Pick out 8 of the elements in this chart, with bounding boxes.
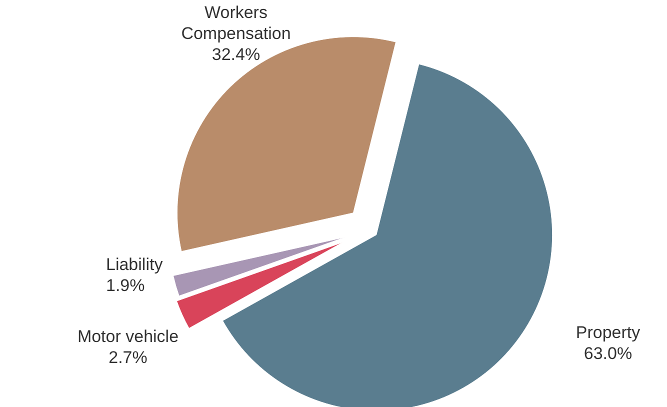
data-label: 63.0% [584, 344, 632, 363]
data-label: 32.4% [212, 45, 260, 64]
data-label: 2.7% [108, 348, 148, 367]
slice-label: Workers Compensation [181, 3, 291, 43]
slice-label: Property [576, 323, 641, 342]
data-label: 1.9% [106, 276, 145, 295]
slice-label: Liability [106, 255, 164, 274]
slice-label: Motor vehicle [77, 327, 179, 346]
